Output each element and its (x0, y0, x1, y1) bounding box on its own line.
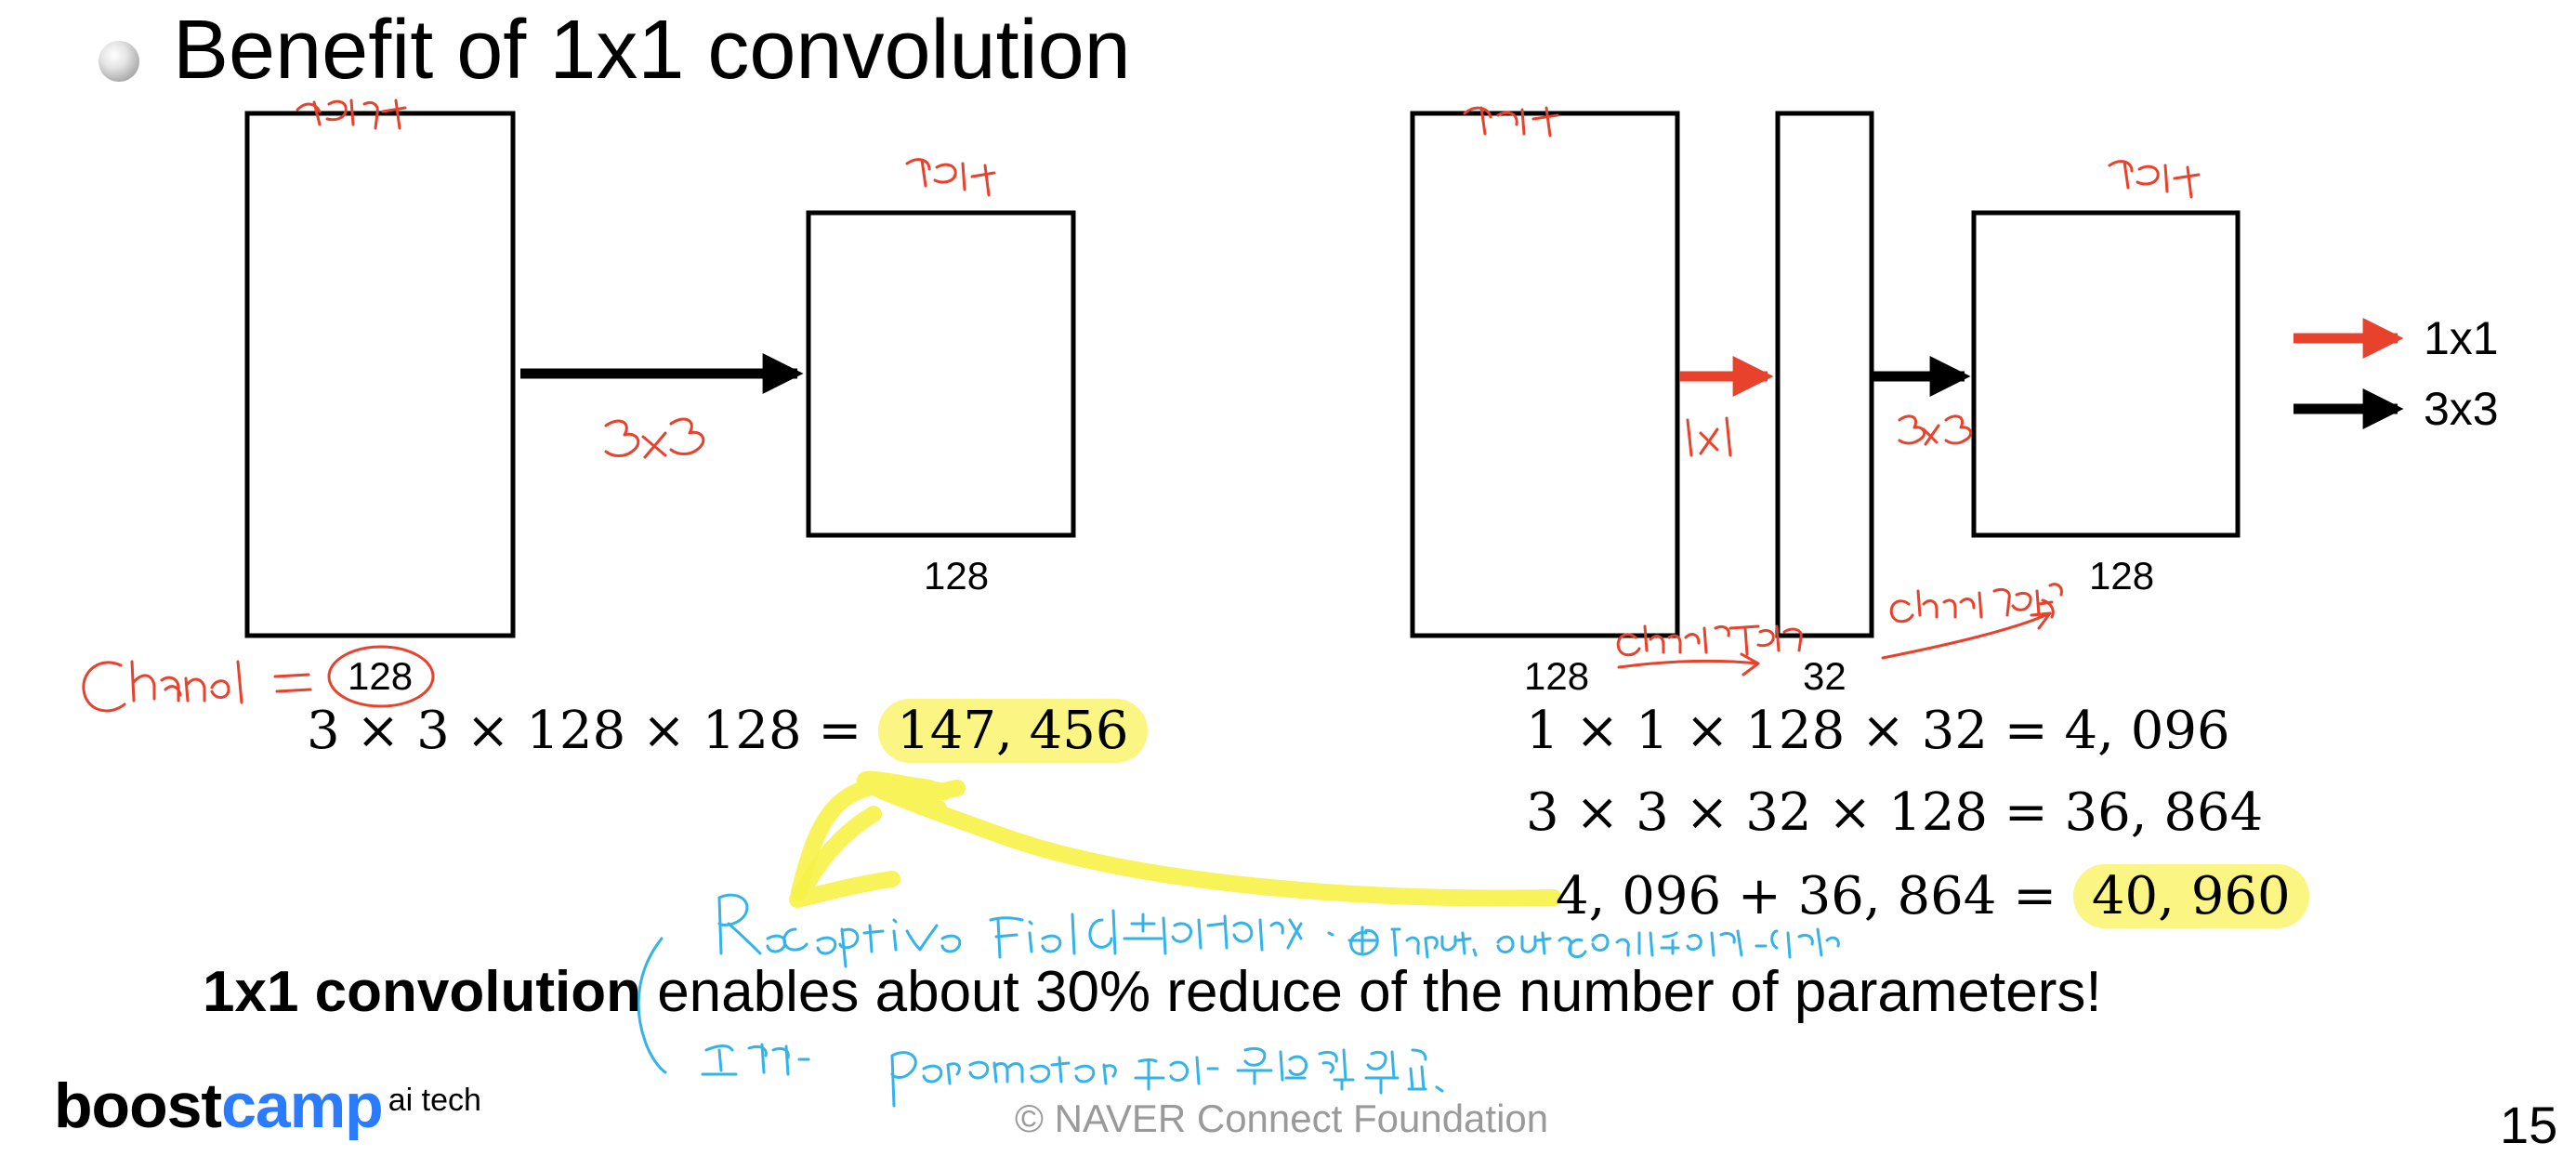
left-output-block (806, 210, 1076, 538)
yellow-connector-curve (791, 770, 1562, 907)
legend-3x3-label: 3x3 (2424, 383, 2499, 435)
left-input-channels: 128 (348, 654, 414, 698)
copyright-footer: © NAVER Connect Foundation (1015, 1097, 1549, 1140)
right-input-channels: 128 (1524, 654, 1590, 698)
logo-part2: camp (221, 1070, 384, 1141)
page-number: 15 (2500, 1096, 2558, 1154)
legend-1x1-label: 1x1 (2424, 312, 2499, 364)
right-output-block (1971, 210, 2241, 538)
right-output-channels: 128 (2089, 554, 2155, 598)
left-equation: 3 × 3 × 128 × 128 = 147, 456 (307, 699, 1148, 764)
right-mid-channels: 32 (1803, 654, 1847, 698)
slide-title: Benefit of 1x1 convolution (173, 4, 1131, 97)
cyan-handwriting (637, 893, 1840, 1108)
left-input-block (244, 111, 516, 638)
right-equation-3-lhs: 4, 096 + 36, 864 = (1556, 866, 2073, 926)
right-mid-block (1775, 111, 1874, 638)
left-output-channels: 128 (924, 554, 990, 598)
right-equation-3-result: 40, 960 (2072, 864, 2309, 928)
right-equation-3: 4, 096 + 36, 864 = 40, 960 (1556, 864, 2309, 929)
summary-rest: enables about 30% reduce of the number o… (640, 960, 2102, 1024)
boostcamp-logo: boostcamp ai tech (54, 1069, 481, 1143)
bullet-icon (99, 41, 139, 82)
red-handwriting (82, 99, 2201, 713)
summary-text: 1x1 convolution enables about 30% reduce… (203, 957, 2102, 1028)
summary-bold: 1x1 convolution (203, 960, 641, 1024)
right-input-block (1410, 111, 1680, 638)
logo-sup: ai tech (388, 1083, 481, 1118)
right-equation-2: 3 × 3 × 32 × 128 = 36, 864 (1526, 782, 2264, 843)
left-equation-lhs: 3 × 3 × 128 × 128 = (307, 701, 879, 761)
right-equation-1: 1 × 1 × 128 × 32 = 4, 096 (1526, 701, 2230, 761)
yellow-arrowhead (789, 806, 900, 908)
logo-part1: boost (54, 1070, 222, 1141)
left-equation-result: 147, 456 (878, 699, 1148, 763)
